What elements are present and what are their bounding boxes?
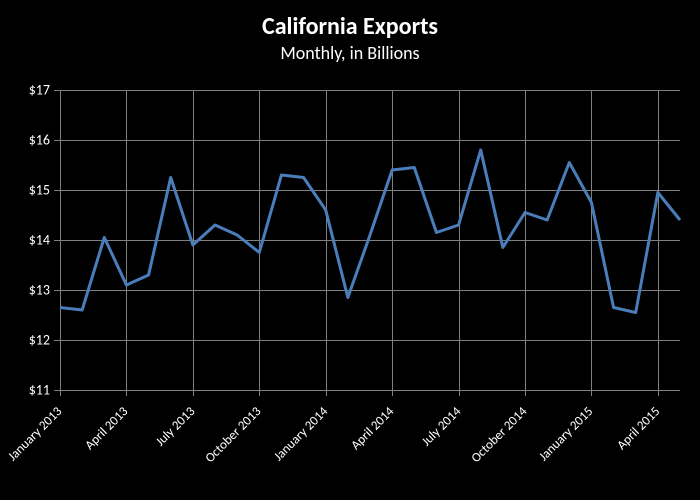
- line-series: [60, 90, 680, 390]
- xtick-mark: [591, 390, 592, 396]
- ytick-label: $12: [10, 332, 50, 349]
- ytick-label: $13: [10, 282, 50, 299]
- ytick-label: $16: [10, 132, 50, 149]
- xtick-mark: [326, 390, 327, 396]
- xtick-mark: [259, 390, 260, 396]
- gridline-horizontal: [60, 390, 680, 391]
- chart-subtitle: Monthly, in Billions: [0, 42, 700, 64]
- xtick-mark: [60, 390, 61, 396]
- ytick-label: $14: [10, 232, 50, 249]
- xtick-mark: [459, 390, 460, 396]
- xtick-mark: [525, 390, 526, 396]
- xtick-mark: [658, 390, 659, 396]
- chart-title: California Exports: [0, 12, 700, 41]
- plot-area: $11$12$13$14$15$16$17January 2013April 2…: [60, 90, 680, 390]
- xtick-mark: [126, 390, 127, 396]
- xtick-mark: [392, 390, 393, 396]
- xtick-mark: [193, 390, 194, 396]
- ytick-label: $11: [10, 382, 50, 399]
- ytick-label: $15: [10, 182, 50, 199]
- data-line: [60, 150, 680, 313]
- chart-container: California Exports Monthly, in Billions …: [0, 0, 700, 500]
- ytick-label: $17: [10, 82, 50, 99]
